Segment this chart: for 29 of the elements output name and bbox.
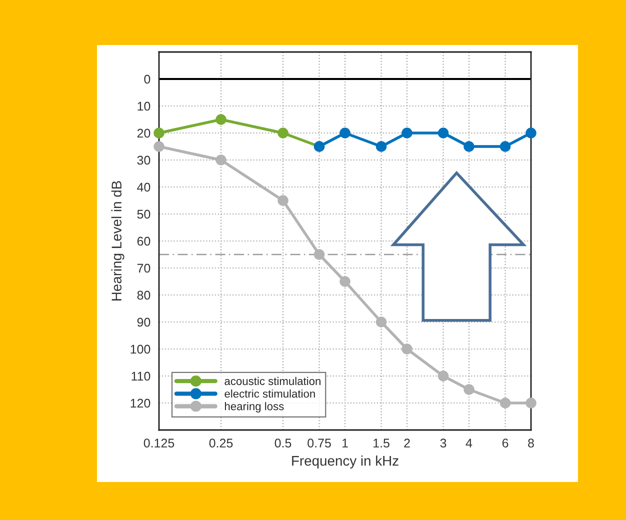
x-tick-label: 2	[404, 438, 410, 448]
y-tick-label: 90	[137, 318, 150, 327]
x-tick-label: 1	[342, 438, 348, 448]
y-tick-label: 100	[130, 344, 150, 354]
y-tick-label: 30	[137, 156, 150, 165]
x-tick-label: 0.75	[308, 438, 331, 448]
x-axis-title: Frequency in kHz	[292, 456, 398, 468]
x-tick-label: 0.25	[209, 438, 233, 448]
x-tick-label: 8	[528, 438, 534, 448]
y-tick-label: 70	[137, 264, 150, 273]
y-tick-label: 40	[137, 182, 150, 192]
x-tick-label: 3	[440, 438, 446, 448]
x-tick-label: 1.5	[374, 438, 390, 448]
y-tick-label: 20	[137, 128, 150, 138]
y-tick-label: 50	[137, 210, 150, 219]
y-tick-label: 110	[132, 372, 150, 381]
x-tick-label: 0.5	[274, 438, 292, 448]
y-axis-title: Hearing Level in dB	[111, 181, 124, 300]
y-tick-label: 0	[144, 74, 150, 84]
y-tick-label: 60	[137, 236, 150, 246]
x-tick-label: 4	[466, 438, 472, 448]
y-tick-label: 120	[130, 398, 150, 408]
x-tick-label: 0.125	[144, 438, 174, 448]
legend-label: electric stimulation	[224, 390, 315, 398]
legend-label: hearing loss	[224, 402, 284, 412]
legend-label: acoustic stimulation	[224, 376, 320, 386]
y-tick-label: 80	[137, 290, 150, 300]
x-tick-label: 6	[502, 438, 508, 448]
y-tick-label: 10	[138, 102, 150, 111]
